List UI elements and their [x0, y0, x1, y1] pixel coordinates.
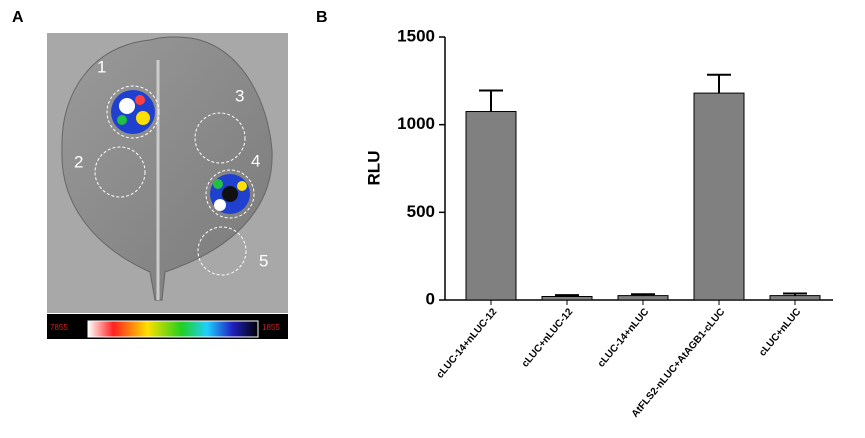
bar — [693, 92, 745, 301]
y-axis-title: RLU — [364, 151, 383, 186]
error-bar — [631, 293, 655, 296]
region-label: 4 — [251, 151, 260, 170]
bar — [617, 295, 669, 301]
region-label: 2 — [74, 152, 83, 171]
x-tick-label: cLUC-14+nLUC — [596, 307, 651, 370]
panel-label: B — [316, 9, 328, 26]
region-label: 3 — [235, 86, 244, 105]
colorbar-label: 7855 — [50, 323, 68, 332]
y-tick-label: 1500 — [397, 26, 435, 45]
y-tick-label: 0 — [426, 289, 435, 308]
x-tick-label: cLUC-14+nLUC-12 — [435, 306, 500, 380]
y-tick-label: 1000 — [397, 114, 435, 133]
y-tick-label: 500 — [407, 202, 435, 221]
error-bar — [783, 292, 807, 296]
x-tick-label: cLUC+nLUC — [757, 307, 803, 359]
error-bar — [707, 73, 731, 94]
x-tick-label: AtFLS2-nLUC+AtAGB1-cLUC — [630, 307, 728, 420]
error-bar — [479, 89, 503, 112]
leaf-image: 1 2 3 4 5 7855 1855 — [47, 33, 288, 339]
region-label: 1 — [97, 57, 106, 76]
bar — [465, 111, 517, 301]
bar — [541, 295, 593, 301]
panel-label: A — [12, 9, 24, 26]
x-tick-label: cLUC+nLUC-12 — [520, 306, 576, 369]
region-label: 5 — [259, 251, 268, 270]
colorbar-label: 1855 — [262, 323, 280, 332]
error-bar — [555, 294, 579, 297]
bar — [769, 295, 821, 301]
